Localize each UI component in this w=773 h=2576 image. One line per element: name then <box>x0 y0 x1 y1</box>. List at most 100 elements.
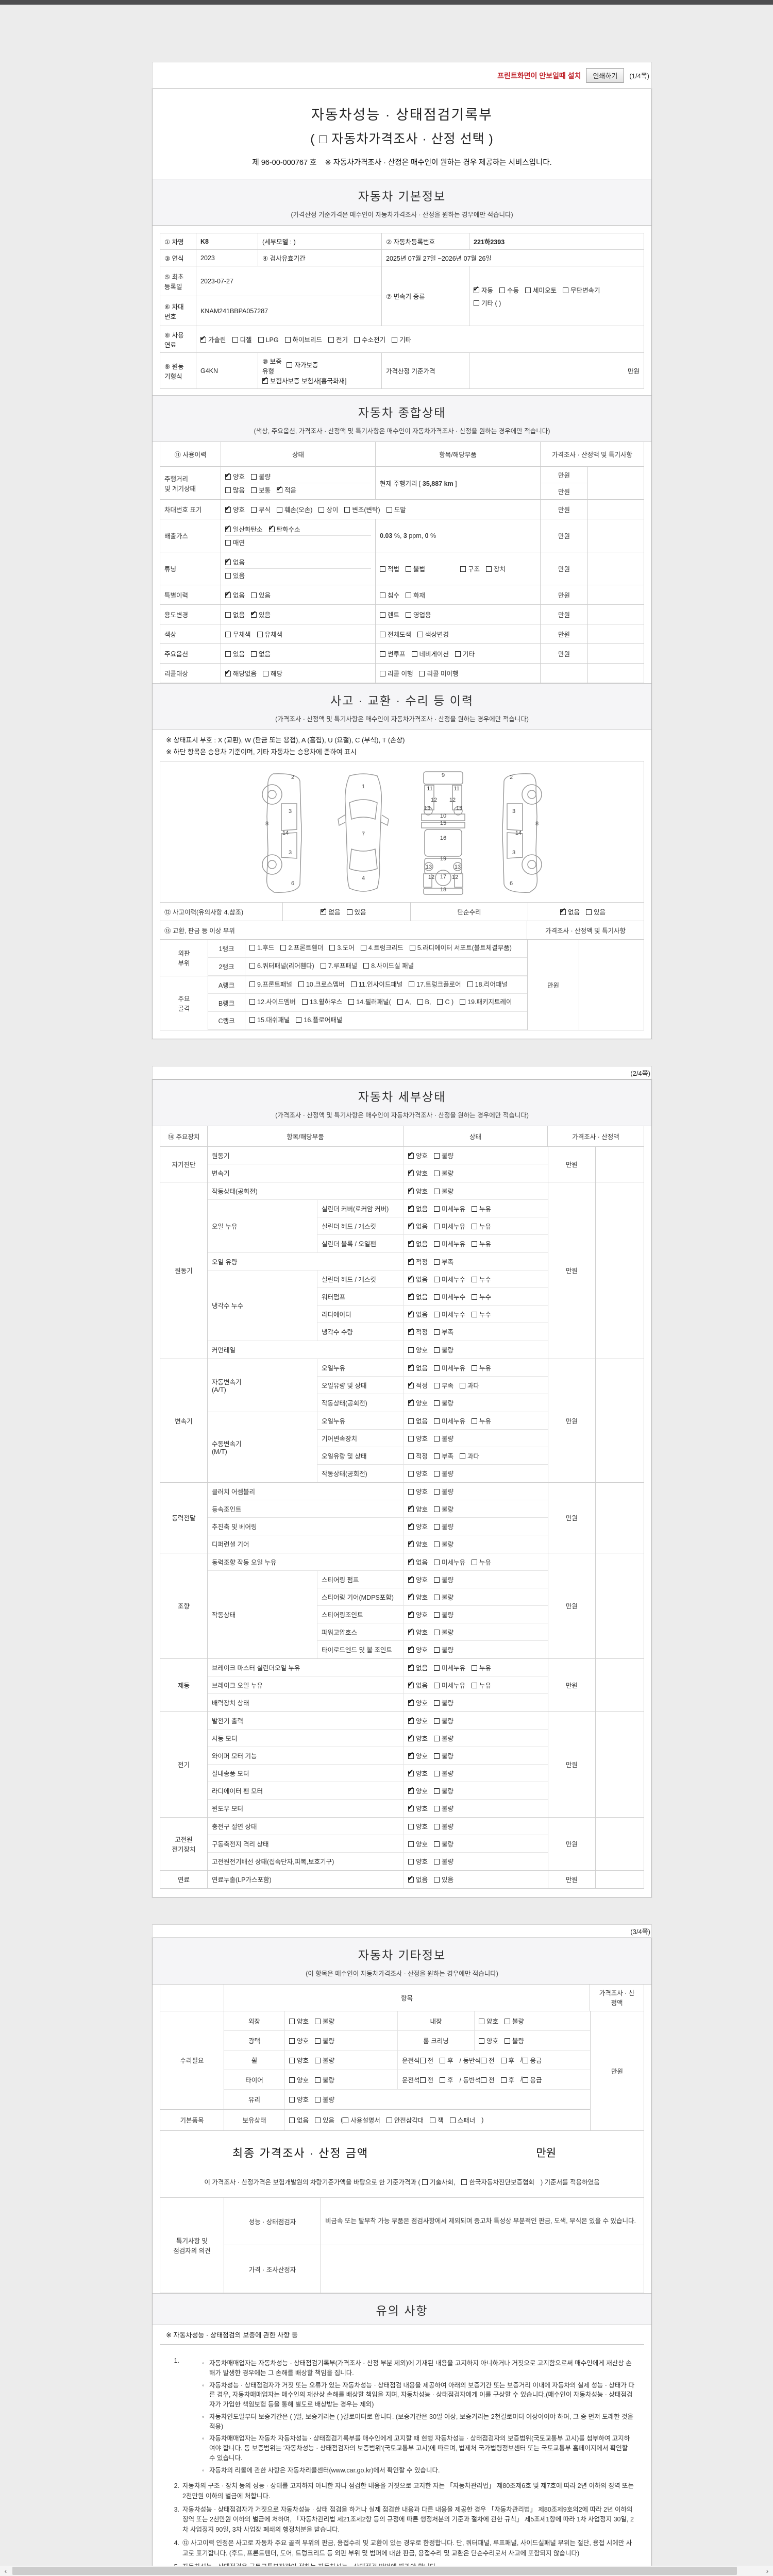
checkbox-option[interactable]: 탄화수소 <box>268 523 300 534</box>
checkbox[interactable] <box>434 1753 440 1759</box>
checkbox[interactable] <box>499 287 506 293</box>
checkbox-option[interactable]: 양호 <box>408 1345 428 1354</box>
checkbox-option[interactable]: 양호 <box>289 2094 309 2104</box>
checkbox-option[interactable]: 11.인사이드패널 <box>350 979 402 991</box>
checkbox[interactable] <box>408 1859 414 1865</box>
checkbox-option[interactable]: 8.사이드실 패널 <box>363 960 414 973</box>
checkbox[interactable] <box>406 566 412 572</box>
checkbox-option[interactable]: 부족 <box>434 1380 453 1390</box>
checkbox-option[interactable]: 기타 ( ) <box>474 298 501 308</box>
checkbox[interactable] <box>434 1859 440 1865</box>
checkbox-option[interactable]: 사용설명서 <box>343 2115 380 2125</box>
checkbox-option[interactable]: 불법 <box>406 564 425 573</box>
checkbox[interactable] <box>408 1768 414 1776</box>
checkbox-option[interactable]: 네비게이션 <box>411 649 449 658</box>
checkbox[interactable] <box>434 1823 440 1829</box>
checkbox-option[interactable]: 불량 <box>315 2016 334 2026</box>
checkbox[interactable] <box>472 1559 478 1565</box>
checkbox-option[interactable]: 미세누유 <box>434 1416 465 1426</box>
checkbox-option[interactable]: 양호 <box>408 1521 428 1531</box>
checkbox-option[interactable]: 적음 <box>276 484 296 495</box>
checkbox-option[interactable]: 양호 <box>408 1856 428 1866</box>
checkbox-option[interactable]: 적정 <box>408 1326 428 1336</box>
checkbox-option[interactable]: 과다 <box>460 1451 479 1461</box>
checkbox-option[interactable]: 없음 <box>408 1416 428 1426</box>
checkbox[interactable] <box>479 2018 484 2024</box>
checkbox[interactable] <box>479 2038 484 2044</box>
checkbox[interactable] <box>434 1418 440 1424</box>
checkbox-option[interactable]: 불량 <box>434 1150 453 1160</box>
checkbox-option[interactable]: 전 <box>481 2075 495 2084</box>
checkbox[interactable] <box>301 999 308 1005</box>
checkbox-option[interactable]: 13.휠하우스 <box>301 996 342 1009</box>
checkbox-option[interactable]: 부족 <box>434 1451 453 1461</box>
checkbox[interactable] <box>481 2057 486 2063</box>
checkbox[interactable] <box>380 592 385 598</box>
checkbox[interactable] <box>434 1453 440 1459</box>
checkbox[interactable] <box>360 945 366 951</box>
checkbox[interactable] <box>434 1559 440 1565</box>
checkbox[interactable] <box>434 1206 440 1212</box>
checkbox-option[interactable]: 양호 <box>408 1538 428 1549</box>
checkbox-option[interactable]: 적법 <box>380 564 399 573</box>
checkbox[interactable] <box>346 909 352 915</box>
checkbox[interactable] <box>225 556 231 565</box>
checkbox-option[interactable]: 불량 <box>434 1698 453 1707</box>
checkbox-option[interactable]: A, <box>397 996 411 1009</box>
checkbox[interactable] <box>408 1471 414 1477</box>
checkbox[interactable] <box>287 362 293 368</box>
checkbox-option[interactable]: 불량 <box>434 1609 453 1619</box>
checkbox[interactable] <box>434 1612 440 1618</box>
checkbox[interactable] <box>434 1806 440 1812</box>
checkbox[interactable] <box>434 1541 440 1548</box>
checkbox[interactable] <box>505 2038 511 2044</box>
checkbox-option[interactable]: 매연 <box>225 537 245 547</box>
checkbox-option[interactable]: 양호 <box>225 471 245 481</box>
checkbox-option[interactable]: 없음 <box>408 1221 428 1231</box>
checkbox-option[interactable]: 있음 <box>315 2115 334 2125</box>
checkbox[interactable] <box>348 999 355 1005</box>
checkbox[interactable] <box>250 609 257 618</box>
checkbox[interactable] <box>408 1538 414 1548</box>
checkbox-option[interactable]: 누유 <box>472 1663 491 1672</box>
checkbox[interactable] <box>434 1700 440 1706</box>
checkbox-option[interactable]: 미세누수 <box>434 1292 465 1301</box>
checkbox-option[interactable]: 미세누수 <box>434 1309 465 1319</box>
checkbox-option[interactable]: 후 <box>440 2055 453 2065</box>
checkbox[interactable] <box>472 1223 478 1229</box>
checkbox-option[interactable]: 부족 <box>434 1257 453 1266</box>
checkbox[interactable] <box>408 1874 414 1883</box>
checkbox[interactable] <box>408 1697 414 1706</box>
checkbox-option[interactable]: 없음 <box>408 1238 428 1248</box>
checkbox[interactable] <box>268 523 275 532</box>
checkbox[interactable] <box>251 651 257 657</box>
checkbox[interactable] <box>408 1662 414 1671</box>
checkbox[interactable] <box>437 999 443 1005</box>
checkbox-option[interactable]: 누유 <box>472 1680 491 1690</box>
checkbox-option[interactable]: 미세누유 <box>434 1680 465 1690</box>
checkbox-option[interactable]: 불량 <box>434 1627 453 1637</box>
checkbox-option[interactable]: 불량 <box>434 1839 453 1849</box>
checkbox[interactable] <box>408 1291 414 1300</box>
checkbox[interactable] <box>289 2117 295 2124</box>
checkbox-option[interactable]: 잭 <box>430 2115 444 2125</box>
checkbox[interactable] <box>380 566 385 572</box>
checkbox[interactable] <box>408 1503 414 1512</box>
checkbox-option[interactable]: 17.트렁크플로어 <box>409 979 461 991</box>
checkbox-option[interactable]: 없음 <box>408 1203 428 1213</box>
checkbox-option[interactable]: 전 <box>419 2075 433 2084</box>
checkbox[interactable] <box>225 487 231 493</box>
checkbox-option[interactable]: 미세누수 <box>434 1274 465 1284</box>
checkbox-option[interactable]: 없음 <box>408 1556 428 1567</box>
checkbox-option[interactable]: 누유 <box>472 1204 491 1213</box>
checkbox[interactable] <box>422 2179 428 2185</box>
checkbox[interactable] <box>318 507 325 513</box>
checkbox-option[interactable]: 양호 <box>289 2075 309 2084</box>
checkbox[interactable] <box>434 1365 440 1371</box>
checkbox-option[interactable]: 누유 <box>472 1416 491 1426</box>
checkbox[interactable] <box>434 1188 440 1194</box>
horizontal-scrollbar[interactable]: ‹ › <box>0 2566 773 2576</box>
checkbox[interactable] <box>408 1521 414 1530</box>
checkbox-option[interactable]: 1.후드 <box>249 942 274 955</box>
checkbox-option[interactable]: 도말 <box>386 504 406 514</box>
